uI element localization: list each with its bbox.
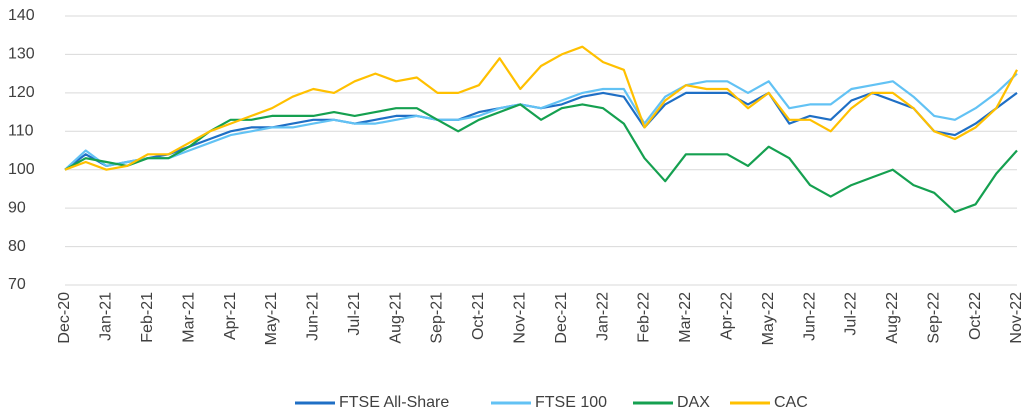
x-tick-label: Aug-22 <box>884 292 901 344</box>
x-tick-label: Dec-21 <box>553 292 570 344</box>
y-tick-label: 80 <box>8 238 26 255</box>
x-tick-label: Sep-21 <box>429 292 446 344</box>
legend-label: FTSE 100 <box>535 394 607 411</box>
legend-label: CAC <box>774 394 808 411</box>
x-tick-label: Jul-21 <box>346 292 363 336</box>
x-tick-label: Aug-21 <box>387 292 404 344</box>
x-tick-label: Apr-22 <box>718 292 735 340</box>
x-tick-label: Nov-21 <box>512 292 529 344</box>
x-tick-label: Jul-22 <box>843 292 860 336</box>
x-tick-label: Mar-21 <box>180 292 197 343</box>
legend-label: FTSE All-Share <box>339 394 449 411</box>
x-tick-label: Sep-22 <box>925 292 942 344</box>
x-tick-label: Jun-21 <box>305 292 322 341</box>
x-tick-label: May-21 <box>263 292 280 345</box>
x-tick-label: Jan-22 <box>594 292 611 341</box>
x-tick-label: Jan-21 <box>98 292 115 341</box>
x-tick-label: Apr-21 <box>222 292 239 340</box>
x-tick-label: Dec-20 <box>56 292 73 344</box>
y-tick-label: 70 <box>8 276 26 293</box>
series-line <box>64 103 1018 214</box>
y-tick-label: 140 <box>8 7 35 24</box>
legend-label: DAX <box>677 394 710 411</box>
series-line <box>64 72 1018 171</box>
y-tick-label: 130 <box>8 46 35 63</box>
x-tick-label: Feb-22 <box>636 292 653 343</box>
y-tick-label: 120 <box>8 84 35 101</box>
y-tick-label: 100 <box>8 161 35 178</box>
series-line <box>64 45 1018 171</box>
x-tick-label: Feb-21 <box>139 292 156 343</box>
x-tick-label: May-22 <box>760 292 777 345</box>
x-tick-label: Nov-22 <box>1008 292 1025 344</box>
x-tick-label: Jun-22 <box>801 292 818 341</box>
y-tick-label: 110 <box>8 123 34 140</box>
x-tick-label: Mar-22 <box>677 292 694 343</box>
x-tick-label: Oct-21 <box>470 292 487 340</box>
x-tick-label: Oct-22 <box>967 292 984 340</box>
y-tick-label: 90 <box>8 199 26 216</box>
